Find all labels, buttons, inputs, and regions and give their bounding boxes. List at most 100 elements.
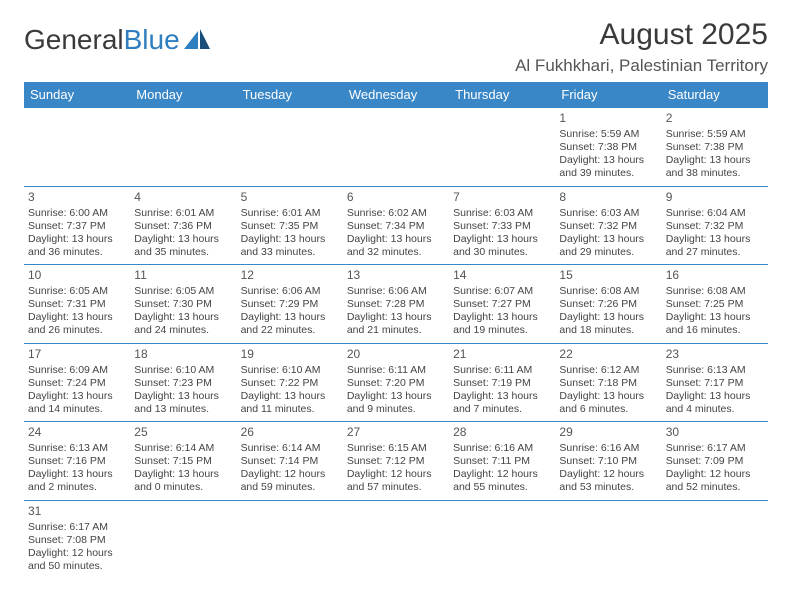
calendar-row: 3Sunrise: 6:00 AMSunset: 7:37 PMDaylight… — [24, 186, 768, 265]
calendar-cell: 5Sunrise: 6:01 AMSunset: 7:35 PMDaylight… — [237, 186, 343, 265]
logo: GeneralBlue — [24, 24, 212, 56]
calendar-cell: 13Sunrise: 6:06 AMSunset: 7:28 PMDayligh… — [343, 265, 449, 344]
day-number: 4 — [134, 190, 232, 205]
sunrise-line: Sunrise: 6:05 AM — [28, 285, 126, 298]
daylight-line: Daylight: 13 hours and 24 minutes. — [134, 311, 232, 337]
calendar-cell: 21Sunrise: 6:11 AMSunset: 7:19 PMDayligh… — [449, 343, 555, 422]
calendar-cell: 11Sunrise: 6:05 AMSunset: 7:30 PMDayligh… — [130, 265, 236, 344]
title-block: August 2025 Al Fukhkhari, Palestinian Te… — [515, 18, 768, 76]
calendar-row: 10 Sunrise: 6:05 AMSunset: 7:31 PM Dayligh… — [24, 265, 768, 344]
day-header-row: Sunday Monday Tuesday Wednesday Thursday… — [24, 82, 768, 108]
calendar-cell: 4Sunrise: 6:01 AMSunset: 7:36 PMDaylight… — [130, 186, 236, 265]
sunset-line: Sunset: 7:38 PM — [559, 141, 657, 154]
sunset-line: Sunset: 7:19 PM — [453, 377, 551, 390]
calendar-cell — [449, 500, 555, 578]
day-header: Thursday — [449, 82, 555, 108]
sunset-line: Sunset: 7:31 PM — [28, 298, 126, 311]
calendar-cell — [662, 500, 768, 578]
calendar-table: Sunday Monday Tuesday Wednesday Thursday… — [24, 82, 768, 578]
logo-text-1: General — [24, 24, 124, 56]
sunrise-line: Sunrise: 6:11 AM — [453, 364, 551, 377]
calendar-cell: 12Sunrise: 6:06 AMSunset: 7:29 PMDayligh… — [237, 265, 343, 344]
calendar-cell: 25Sunrise: 6:14 AMSunset: 7:15 PMDayligh… — [130, 422, 236, 501]
daylight-line: Daylight: 13 hours and 21 minutes. — [347, 311, 445, 337]
day-number: 5 — [241, 190, 339, 205]
sunrise-line: Sunrise: 5:59 AM — [559, 128, 657, 141]
daylight-line: Daylight: 13 hours and 4 minutes. — [666, 390, 764, 416]
sunset-line: Sunset: 7:11 PM — [453, 455, 551, 468]
day-number: 21 — [453, 347, 551, 362]
sunset-line: Sunset: 7:27 PM — [453, 298, 551, 311]
daylight-line: Daylight: 13 hours and 14 minutes. — [28, 390, 126, 416]
sunset-line: Sunset: 7:33 PM — [453, 220, 551, 233]
calendar-cell: 3Sunrise: 6:00 AMSunset: 7:37 PMDaylight… — [24, 186, 130, 265]
daylight-line: Daylight: 13 hours and 35 minutes. — [134, 233, 232, 259]
sunset-line: Sunset: 7:23 PM — [134, 377, 232, 390]
sunset-line: Sunset: 7:37 PM — [28, 220, 126, 233]
sunset-line: Sunset: 7:34 PM — [347, 220, 445, 233]
calendar-cell: 15Sunrise: 6:08 AMSunset: 7:26 PMDayligh… — [555, 265, 661, 344]
daylight-line: Daylight: 12 hours and 52 minutes. — [666, 468, 764, 494]
day-number: 15 — [559, 268, 657, 283]
calendar-cell — [343, 500, 449, 578]
sunrise-line: Sunrise: 6:09 AM — [28, 364, 126, 377]
sunrise-line: Sunrise: 5:59 AM — [666, 128, 764, 141]
sunset-line: Sunset: 7:24 PM — [28, 377, 126, 390]
calendar-cell — [555, 500, 661, 578]
daylight-line: Daylight: 13 hours and 9 minutes. — [347, 390, 445, 416]
sunrise-line: Sunrise: 6:08 AM — [559, 285, 657, 298]
calendar-cell: 23Sunrise: 6:13 AMSunset: 7:17 PMDayligh… — [662, 343, 768, 422]
day-number: 28 — [453, 425, 551, 440]
day-number: 17 — [28, 347, 126, 362]
calendar-cell: 1Sunrise: 5:59 AMSunset: 7:38 PMDaylight… — [555, 108, 661, 187]
calendar-cell: 9Sunrise: 6:04 AMSunset: 7:32 PMDaylight… — [662, 186, 768, 265]
day-number: 6 — [347, 190, 445, 205]
calendar-cell: 20Sunrise: 6:11 AMSunset: 7:20 PMDayligh… — [343, 343, 449, 422]
day-number: 19 — [241, 347, 339, 362]
calendar-cell: 22Sunrise: 6:12 AMSunset: 7:18 PMDayligh… — [555, 343, 661, 422]
calendar-cell: 30Sunrise: 6:17 AMSunset: 7:09 PMDayligh… — [662, 422, 768, 501]
calendar-cell — [237, 500, 343, 578]
day-number: 23 — [666, 347, 764, 362]
calendar-cell: 17 Sunrise: 6:09 AMSunset: 7:24 PMDayligh… — [24, 343, 130, 422]
daylight-line: Daylight: 13 hours and 19 minutes. — [453, 311, 551, 337]
sunrise-line: Sunrise: 6:10 AM — [241, 364, 339, 377]
sunset-line: Sunset: 7:35 PM — [241, 220, 339, 233]
sunset-line: Sunset: 7:38 PM — [666, 141, 764, 154]
day-number: 10 — [28, 268, 126, 283]
day-number: 18 — [134, 347, 232, 362]
sunrise-line: Sunrise: 6:16 AM — [453, 442, 551, 455]
calendar-cell — [449, 108, 555, 187]
daylight-line: Daylight: 13 hours and 13 minutes. — [134, 390, 232, 416]
sunrise-line: Sunrise: 6:03 AM — [559, 207, 657, 220]
calendar-cell: 7Sunrise: 6:03 AMSunset: 7:33 PMDaylight… — [449, 186, 555, 265]
sunrise-line: Sunrise: 6:01 AM — [241, 207, 339, 220]
daylight-line: Daylight: 13 hours and 29 minutes. — [559, 233, 657, 259]
sunrise-line: Sunrise: 6:13 AM — [28, 442, 126, 455]
daylight-line: Daylight: 13 hours and 6 minutes. — [559, 390, 657, 416]
sunset-line: Sunset: 7:18 PM — [559, 377, 657, 390]
daylight-line: Daylight: 13 hours and 39 minutes. — [559, 154, 657, 180]
day-header: Tuesday — [237, 82, 343, 108]
calendar-cell — [130, 500, 236, 578]
page-title: August 2025 — [515, 18, 768, 52]
day-number: 12 — [241, 268, 339, 283]
calendar-cell: 26Sunrise: 6:14 AMSunset: 7:14 PMDayligh… — [237, 422, 343, 501]
calendar-cell: 14Sunrise: 6:07 AMSunset: 7:27 PMDayligh… — [449, 265, 555, 344]
sunset-line: Sunset: 7:08 PM — [28, 534, 126, 547]
calendar-row: 24Sunrise: 6:13 AMSunset: 7:16 PMDayligh… — [24, 422, 768, 501]
daylight-line: Daylight: 13 hours and 36 minutes. — [28, 233, 126, 259]
day-header: Monday — [130, 82, 236, 108]
sunrise-line: Sunrise: 6:06 AM — [241, 285, 339, 298]
day-number: 26 — [241, 425, 339, 440]
sunrise-line: Sunrise: 6:00 AM — [28, 207, 126, 220]
day-number: 7 — [453, 190, 551, 205]
sunrise-line: Sunrise: 6:15 AM — [347, 442, 445, 455]
calendar-cell: 24Sunrise: 6:13 AMSunset: 7:16 PMDayligh… — [24, 422, 130, 501]
sunset-line: Sunset: 7:32 PM — [559, 220, 657, 233]
calendar-cell: 19Sunrise: 6:10 AMSunset: 7:22 PMDayligh… — [237, 343, 343, 422]
day-number: 30 — [666, 425, 764, 440]
calendar-cell — [24, 108, 130, 187]
sunrise-line: Sunrise: 6:11 AM — [347, 364, 445, 377]
day-number: 8 — [559, 190, 657, 205]
